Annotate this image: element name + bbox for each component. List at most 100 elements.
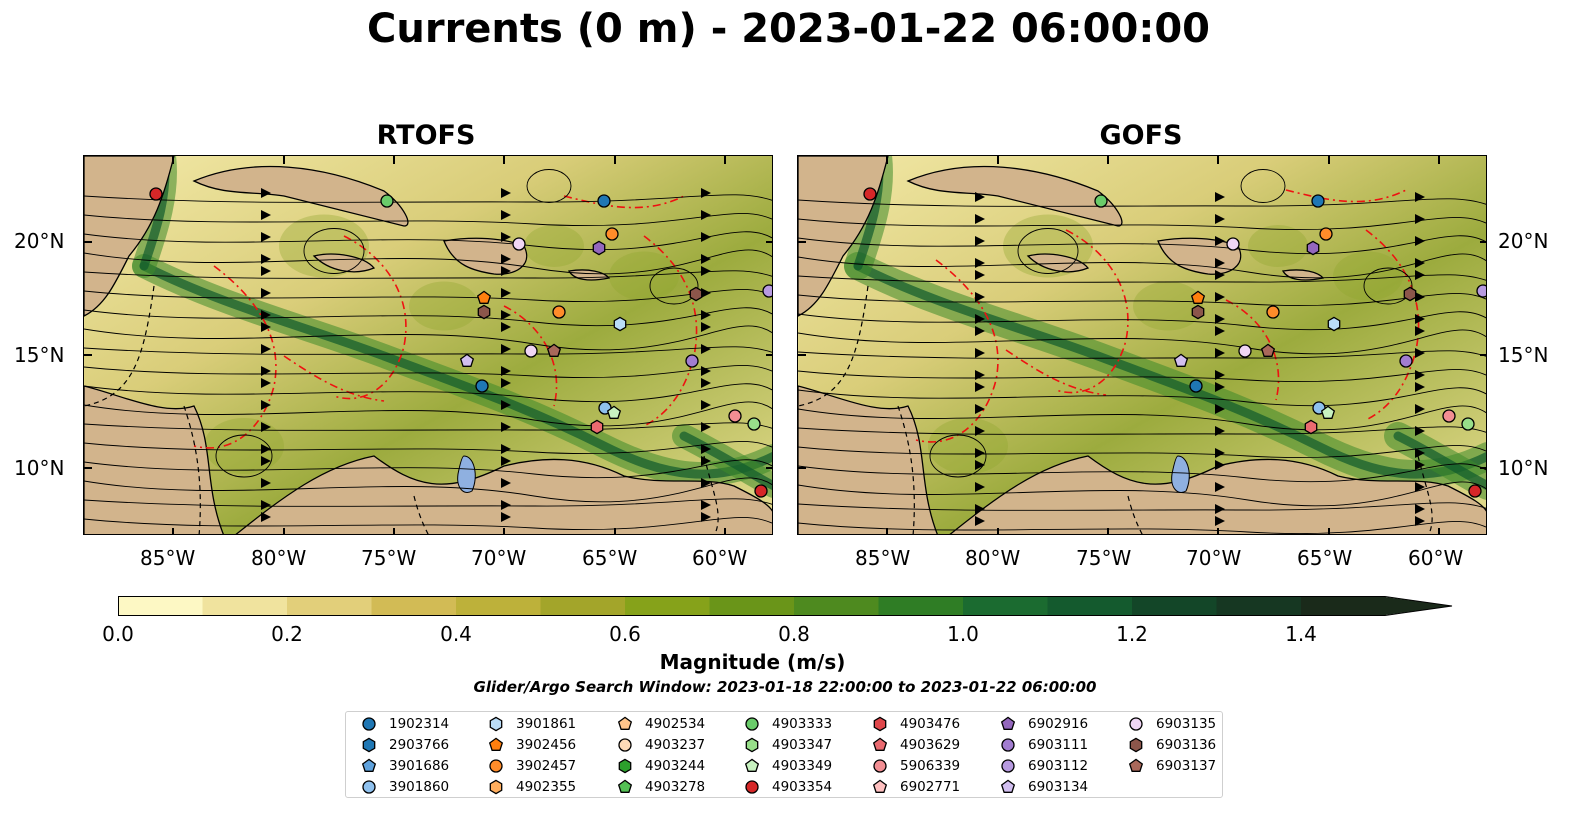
float-marker [605,227,619,241]
streamline-arrow [1215,258,1225,268]
country-border [703,455,719,534]
float-marker [1319,227,1333,241]
legend-marker [488,737,504,751]
lake-maracaibo [1171,455,1190,493]
streamline-arrow [261,210,271,220]
country-border [183,405,201,534]
float-marker [512,237,526,251]
ssh-contour [1225,299,1280,401]
streamline [84,477,772,503]
circle-marker-icon [1129,717,1143,731]
streamline [798,350,1486,359]
legend-label: 6902771 [900,779,961,795]
float-marker [597,194,611,208]
streamline [84,325,772,351]
streamline-arrow [701,188,711,198]
streamline-arrow [501,366,511,376]
legend-marker [489,759,503,773]
pentagon-marker-icon [1128,758,1144,772]
current-jet-core [139,261,772,479]
legend-entry: 4903278 [617,777,705,797]
legend-label: 3901860 [389,779,450,795]
lat-tick-10n-left: 10°N [14,456,65,480]
streamline-arrow [701,344,711,354]
legend-entry: 4903349 [744,756,832,776]
streamline-arrow [501,512,511,522]
streamline-arrow [261,254,271,264]
streamline-arrow [1415,448,1425,458]
pentagon-marker-icon [488,737,504,751]
streamline-arrow [975,192,985,202]
circle-marker-icon [1001,738,1015,752]
streamline-arrow [701,422,711,432]
float-marker [754,484,768,498]
circle-marker-icon [618,738,632,752]
pentagon-marker-icon [872,779,888,793]
map-panel-rtofs[interactable] [83,155,773,535]
float-marker [1238,344,1252,358]
streamline-arrow [501,322,511,332]
legend-entry: 6903137 [1128,756,1216,776]
legend-label: 6903112 [1028,758,1089,774]
streamline-arrow [501,456,511,466]
legend-marker [361,758,377,772]
streamline [798,253,1486,279]
streamline-arrow [975,270,985,280]
eddy-streamline [303,228,365,274]
streamline [798,235,1486,255]
streamline [798,426,1486,435]
panel-title-gofs: GOFS [1099,120,1183,151]
eddy-streamline [215,434,273,478]
map-panel-gofs[interactable] [797,155,1487,535]
float-marker [1266,305,1280,319]
float-marker [476,290,492,304]
legend-label: 3901861 [516,716,577,732]
streamline-arrow [501,210,511,220]
float-marker [1306,240,1320,256]
streamline [84,365,772,379]
lat-tick-20n-right: 20°N [1498,229,1549,253]
ssh-contour [915,259,999,443]
ssh-contour [1285,189,1407,203]
colorbar-tick-1: 0.2 [271,622,303,646]
streamline [84,441,772,455]
legend-marker [617,716,633,730]
colorbar-bin [963,597,1048,615]
streamline-arrow [1415,292,1425,302]
eddy-patch [204,418,284,474]
streamline-arrow [261,322,271,332]
legend-marker [1000,779,1016,793]
streamline-arrow [701,378,711,388]
legend-marker [362,780,376,794]
streamline-arrow [501,500,511,510]
lon-tick-75w-left: 75°W [361,546,417,570]
colorbar-tick-4: 0.8 [778,622,810,646]
colorbar-bin [540,597,626,615]
legend-marker [362,717,376,731]
float-marker [459,353,475,367]
hexagon-marker-icon [1129,737,1143,753]
streamline-arrow [975,516,985,526]
circle-marker-icon [489,759,503,773]
lon-tick-85w-right: 85°W [855,546,911,570]
streamline [798,387,1486,407]
currents-map-rtofs [84,156,772,534]
streamline-arrow [1415,460,1425,470]
current-jet-core [679,431,772,491]
legend-marker [745,717,759,731]
eddy-streamline [929,434,987,478]
legend-label: 5906339 [900,758,961,774]
streamline-arrow [501,232,511,242]
streamline-arrow [701,322,711,332]
streamline-arrow [975,348,985,358]
streamline [84,231,772,251]
streamline-arrow [1215,292,1225,302]
lon-tick-70w-left: 70°W [471,546,527,570]
legend-entry: 4903244 [617,756,705,776]
streamline-arrow [1415,348,1425,358]
float-marker [1189,379,1203,393]
float-marker [863,187,877,201]
streamline-arrow [1215,314,1225,324]
streamline-arrow [975,482,985,492]
float-marker [1094,194,1108,208]
